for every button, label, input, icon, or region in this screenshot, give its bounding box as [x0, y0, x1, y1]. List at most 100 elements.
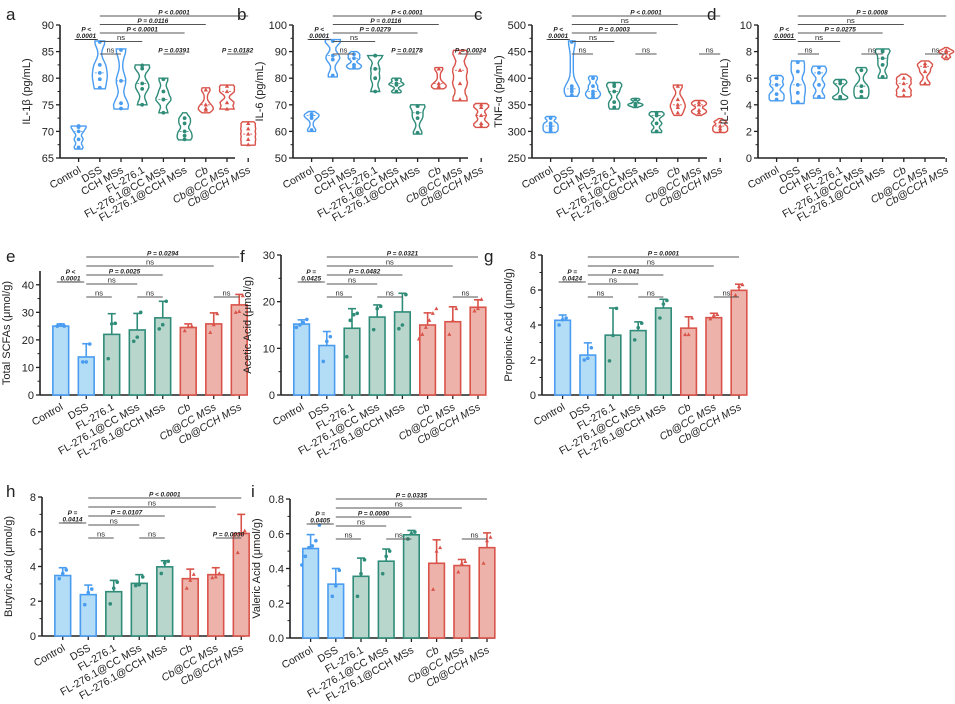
significance-label: P = 0.041 [612, 269, 640, 276]
y-tick-label: 8 [530, 250, 536, 262]
data-point [740, 282, 745, 287]
significance-label: ns [609, 276, 617, 285]
bar [54, 574, 72, 637]
y-tick-label: 4 [30, 562, 36, 574]
data-point [135, 335, 140, 339]
data-point [97, 63, 102, 67]
data-point [683, 332, 688, 337]
data-point [591, 94, 595, 99]
data-point [430, 311, 435, 315]
violin-shape [451, 49, 469, 102]
data-point [239, 531, 244, 535]
significance-label-value: 0.0001 [309, 33, 329, 40]
data-point [246, 126, 251, 131]
significance-label: ns [596, 289, 604, 298]
data-point [922, 63, 928, 68]
data-point [859, 89, 864, 94]
data-point [380, 571, 385, 576]
bar [128, 329, 146, 396]
significance-label: ns [148, 499, 156, 508]
data-point [80, 360, 85, 364]
data-point [76, 145, 81, 150]
significance-label: P = 0.0321 [387, 251, 419, 258]
x-tick-label: Control [281, 164, 316, 191]
data-point [298, 323, 302, 327]
data-point [300, 563, 304, 567]
significance-label-value: 0.0001 [61, 276, 81, 283]
data-point [184, 586, 189, 590]
data-point [476, 306, 480, 311]
panel-letter: c [474, 5, 483, 24]
bar [478, 546, 496, 639]
data-point [434, 306, 439, 311]
bar [52, 325, 70, 396]
data-point [415, 130, 420, 135]
bar [444, 320, 462, 396]
y-tick-label: 0 [530, 390, 536, 402]
y-tick-label: 8 [30, 492, 36, 504]
significance-label: P < [81, 27, 91, 34]
data-point [224, 106, 230, 111]
data-point [479, 121, 484, 126]
x-tick-label: Cb [423, 644, 441, 661]
bar [232, 532, 250, 637]
data-point [944, 54, 949, 59]
data-point [612, 100, 617, 105]
data-point [817, 94, 821, 99]
significance-label: ns [117, 33, 125, 42]
significance-label: ns [589, 33, 597, 42]
data-point [344, 354, 349, 359]
bar [453, 564, 471, 639]
data-point [140, 102, 145, 107]
data-point [330, 57, 335, 62]
data-point [166, 559, 171, 564]
y-tick-label: 10 [263, 343, 275, 355]
data-point [922, 81, 928, 86]
significance-label: P = 0.0279 [360, 27, 392, 34]
data-point [309, 112, 314, 117]
data-point [488, 535, 493, 539]
significance-label-value: 0.0414 [63, 517, 83, 524]
data-point [456, 569, 461, 574]
data-point [140, 66, 145, 71]
data-point [309, 116, 314, 120]
bar [327, 583, 345, 639]
violin-shape [563, 40, 580, 97]
data-point [423, 325, 428, 329]
data-point [901, 81, 906, 86]
significance-label: P < 0.0001 [391, 10, 423, 17]
significance-label: ns [339, 46, 347, 55]
y-axis-label: Propionic Acid (μmol/g) [503, 268, 515, 381]
significance-label: ns [647, 289, 655, 298]
bar [377, 560, 395, 639]
x-tick-label: Control [271, 401, 306, 428]
data-point [188, 578, 193, 582]
y-axis-label: Butyric Acid (μmol/g) [3, 516, 15, 617]
data-point [164, 299, 169, 304]
data-point [58, 322, 63, 327]
significance-label: ns [386, 258, 394, 267]
data-point [665, 298, 669, 303]
data-point [880, 56, 885, 61]
data-point [394, 81, 399, 86]
data-point [614, 306, 619, 311]
data-point [479, 105, 484, 110]
violin-shape [789, 60, 806, 105]
bar [730, 289, 748, 396]
y-axis-label: Acetic Acid (μmol/g) [242, 276, 254, 373]
data-point [55, 324, 60, 328]
x-tick-label: Control [32, 642, 67, 669]
data-point [696, 107, 702, 112]
data-point [901, 87, 906, 92]
data-point [569, 89, 574, 94]
panel-letter: h [6, 482, 15, 501]
bar [207, 573, 225, 637]
significance-label: ns [106, 46, 114, 55]
bar [154, 317, 172, 396]
data-point [612, 84, 617, 89]
data-point [586, 356, 590, 361]
data-point [409, 531, 414, 536]
